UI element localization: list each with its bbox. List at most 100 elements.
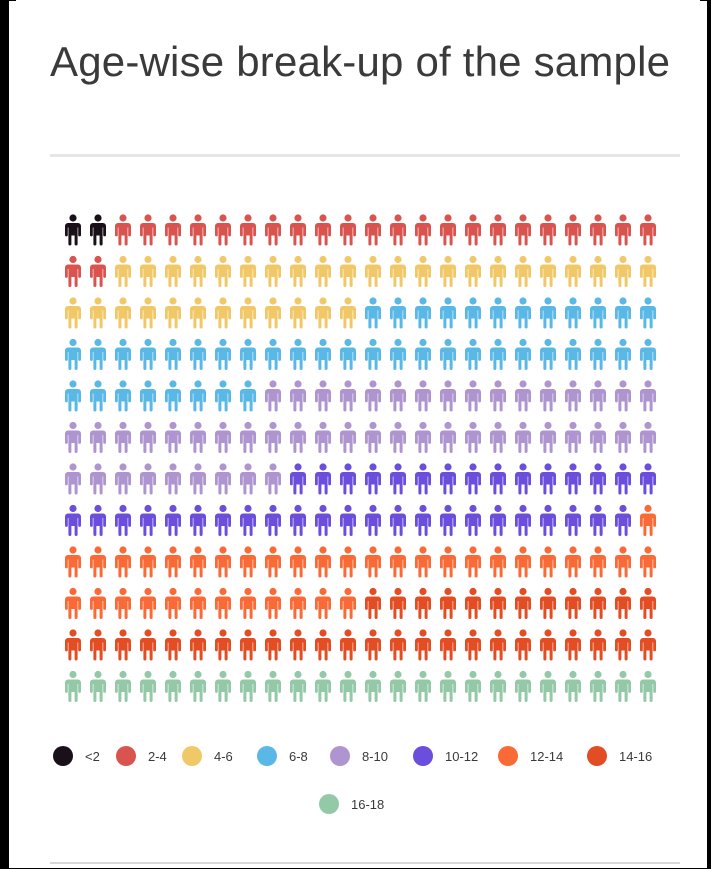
person-icon [65, 629, 81, 661]
person-icon [565, 670, 581, 702]
person-icon [515, 463, 531, 495]
person-icon [65, 463, 81, 495]
legend-label: 8-10 [362, 749, 388, 764]
legend-swatch [587, 746, 607, 766]
person-icon [140, 380, 156, 412]
person-icon [365, 380, 381, 412]
legend-item[interactable]: 12-14 [498, 746, 563, 766]
person-icon [415, 421, 431, 453]
person-icon [140, 546, 156, 578]
person-icon [415, 504, 431, 536]
legend-item[interactable]: 8-10 [330, 746, 388, 766]
person-icon [215, 504, 231, 536]
person-icon [640, 629, 656, 661]
person-icon [315, 587, 331, 619]
person-icon [540, 670, 556, 702]
person-icon [340, 255, 356, 287]
legend-item[interactable]: 2-4 [116, 746, 167, 766]
person-icon [165, 670, 181, 702]
person-icon [615, 463, 631, 495]
person-icon [215, 421, 231, 453]
person-icon [415, 297, 431, 329]
person-icon [90, 463, 106, 495]
person-icon [440, 380, 456, 412]
legend-item[interactable]: 16-18 [319, 794, 384, 814]
person-icon [265, 504, 281, 536]
person-icon [140, 629, 156, 661]
person-icon [65, 214, 81, 246]
person-icon [490, 421, 506, 453]
person-icon [165, 546, 181, 578]
person-icon [615, 255, 631, 287]
person-icon [115, 380, 131, 412]
person-icon [315, 255, 331, 287]
person-icon [65, 504, 81, 536]
legend-item[interactable]: 6-8 [257, 746, 308, 766]
person-icon [240, 297, 256, 329]
person-icon [65, 587, 81, 619]
legend-item[interactable]: 14-16 [587, 746, 652, 766]
person-icon [615, 587, 631, 619]
legend-item[interactable]: 4-6 [182, 746, 233, 766]
person-icon [290, 587, 306, 619]
person-icon [490, 297, 506, 329]
person-icon [340, 504, 356, 536]
person-icon [590, 214, 606, 246]
person-icon [315, 629, 331, 661]
person-icon [365, 587, 381, 619]
person-icon [365, 546, 381, 578]
person-icon [565, 421, 581, 453]
person-icon [640, 297, 656, 329]
person-icon [640, 421, 656, 453]
person-icon [90, 214, 106, 246]
person-icon [465, 338, 481, 370]
legend-item[interactable]: <2 [53, 746, 100, 766]
person-icon [590, 629, 606, 661]
person-icon [290, 421, 306, 453]
person-icon [290, 214, 306, 246]
person-icon [240, 670, 256, 702]
person-icon [490, 338, 506, 370]
legend-label: 12-14 [530, 749, 563, 764]
person-icon [190, 421, 206, 453]
person-icon [640, 338, 656, 370]
person-icon [240, 421, 256, 453]
person-icon [165, 463, 181, 495]
person-icon [515, 421, 531, 453]
legend-label: 6-8 [289, 749, 308, 764]
person-icon [190, 214, 206, 246]
person-icon [490, 463, 506, 495]
person-icon [190, 546, 206, 578]
title-divider [50, 154, 680, 157]
person-icon [365, 214, 381, 246]
person-icon [90, 670, 106, 702]
legend-item[interactable]: 10-12 [413, 746, 478, 766]
legend-swatch [116, 746, 136, 766]
person-icon [190, 587, 206, 619]
person-icon [90, 297, 106, 329]
legend-label: 2-4 [148, 749, 167, 764]
person-icon [315, 504, 331, 536]
person-icon [240, 504, 256, 536]
person-icon [465, 463, 481, 495]
person-icon [390, 255, 406, 287]
person-icon [390, 421, 406, 453]
person-icon [540, 338, 556, 370]
person-icon [340, 546, 356, 578]
person-icon [415, 463, 431, 495]
person-icon [640, 670, 656, 702]
legend-swatch [53, 746, 73, 766]
person-icon [640, 380, 656, 412]
person-icon [615, 670, 631, 702]
person-icon [540, 504, 556, 536]
person-icon [215, 380, 231, 412]
person-icon [465, 214, 481, 246]
person-icon [115, 629, 131, 661]
person-icon [365, 504, 381, 536]
person-icon [540, 587, 556, 619]
person-icon [490, 629, 506, 661]
person-icon [265, 380, 281, 412]
person-icon [590, 504, 606, 536]
person-icon [440, 463, 456, 495]
person-icon [315, 297, 331, 329]
